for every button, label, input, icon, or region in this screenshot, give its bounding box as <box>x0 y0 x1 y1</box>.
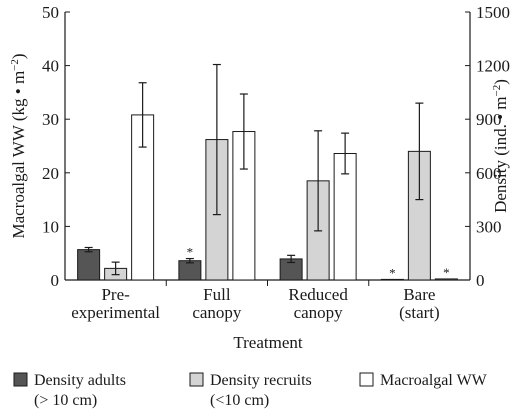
y-tick-label-left: 30 <box>42 110 59 129</box>
y-tick-label-left: 0 <box>51 271 60 290</box>
significance-star: * <box>187 245 194 260</box>
bar <box>434 278 458 281</box>
legend-label: Density recruits <box>210 372 312 389</box>
y-tick-label-right: 900 <box>476 110 502 129</box>
legend: Density adults (> 10 cm) Density recruits (… <box>13 372 488 409</box>
legend-swatch <box>13 372 28 387</box>
legend-label: Density adults <box>34 372 126 389</box>
bars: * * * <box>77 63 458 281</box>
y-axis-title-left: Macroalgal WW (kg • m−2) <box>9 53 28 238</box>
x-tick-label: (start) <box>399 303 440 322</box>
significance-star: * <box>443 265 450 280</box>
axes: 0 10 20 30 40 50 0 300 600 900 1200 1500 Pre-experim… <box>42 3 510 322</box>
bar <box>178 260 202 281</box>
y-tick-label-left: 40 <box>42 57 59 76</box>
labels: Macroalgal WW (kg • m−2) Density (ind. •… <box>9 53 510 352</box>
y-tick-label-left: 20 <box>42 164 59 183</box>
bar <box>77 249 101 281</box>
x-tick-label: Reduced <box>288 285 348 304</box>
y-tick-label-right: 600 <box>476 164 502 183</box>
x-tick-label: experimental <box>71 303 160 322</box>
x-tick-label: canopy <box>192 303 242 322</box>
legend-swatch <box>359 372 374 387</box>
legend-swatch <box>189 372 204 387</box>
y-tick-label-right: 0 <box>476 271 485 290</box>
y-tick-label-right: 1500 <box>476 3 510 22</box>
legend-label: (> 10 cm) <box>34 392 97 409</box>
significance-star: * <box>389 265 396 280</box>
y-tick-label-left: 50 <box>42 3 59 22</box>
y-tick-label-right: 1200 <box>476 57 510 76</box>
y-axis-title-right: Density (ind. • m−2) <box>491 79 510 213</box>
x-tick-label: Pre- <box>101 285 130 304</box>
x-tick-label: canopy <box>294 303 344 322</box>
y-tick-label-right: 300 <box>476 217 502 236</box>
x-tick-label: Full <box>203 285 231 304</box>
legend-label: Macroalgal WW <box>380 372 488 389</box>
x-tick-label: Bare <box>403 285 435 304</box>
legend-label: (<10 cm) <box>210 392 269 409</box>
bar <box>380 278 404 281</box>
x-axis-title: Treatment <box>233 333 303 352</box>
y-tick-label-left: 10 <box>42 217 59 236</box>
